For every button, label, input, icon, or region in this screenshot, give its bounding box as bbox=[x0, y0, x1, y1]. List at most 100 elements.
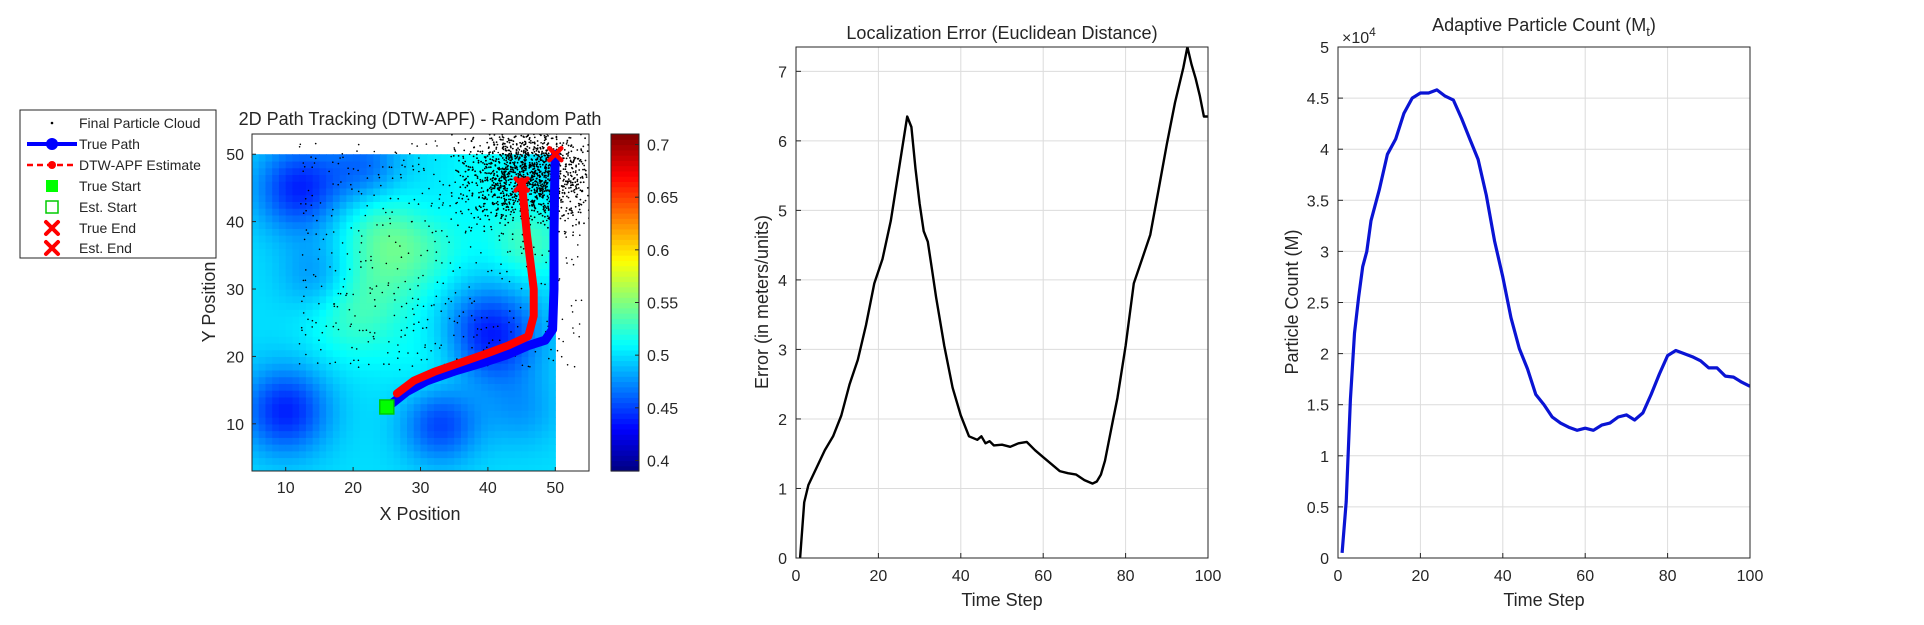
heatmap-cell bbox=[427, 322, 435, 331]
heatmap-cell bbox=[326, 369, 334, 378]
heatmap-cell bbox=[454, 289, 462, 297]
particle-point bbox=[573, 156, 575, 159]
particle-point bbox=[521, 170, 523, 173]
heatmap-cell bbox=[312, 349, 320, 358]
particle-point bbox=[497, 184, 499, 187]
heatmap-cell bbox=[420, 349, 428, 358]
heatmap-cell bbox=[312, 369, 320, 378]
colorbar-step bbox=[611, 234, 639, 240]
particle-point bbox=[470, 140, 473, 142]
heatmap-cell bbox=[487, 383, 496, 391]
heatmap-cell bbox=[514, 363, 523, 371]
heatmap-cell bbox=[393, 322, 401, 331]
particle-point bbox=[508, 152, 511, 155]
heatmap-cell bbox=[326, 181, 334, 189]
heatmap-cell bbox=[433, 181, 442, 189]
heatmap-cell bbox=[278, 464, 287, 471]
heatmap-cell bbox=[433, 403, 442, 411]
particle-point bbox=[302, 162, 305, 164]
particle-point bbox=[484, 177, 487, 179]
heatmap-cell bbox=[474, 282, 482, 290]
heatmap-cell bbox=[299, 315, 307, 324]
heatmap-cell bbox=[514, 417, 523, 425]
heatmap-cell bbox=[535, 214, 543, 223]
heatmap-cell bbox=[326, 322, 334, 331]
plot3-y-label: Particle Count (M) bbox=[1282, 229, 1302, 374]
particle-point bbox=[514, 155, 516, 158]
heatmap-cell bbox=[278, 248, 287, 256]
particle-point bbox=[533, 184, 536, 187]
particle-point bbox=[490, 188, 493, 191]
heatmap-cell bbox=[353, 228, 361, 236]
heatmap-cell bbox=[359, 369, 368, 378]
colorbar-step bbox=[611, 281, 639, 288]
heatmap-cell bbox=[420, 403, 428, 411]
particle-point bbox=[332, 183, 334, 185]
heatmap-cell bbox=[440, 450, 449, 459]
heatmap-cell bbox=[447, 396, 455, 405]
heatmap-cell bbox=[292, 181, 300, 189]
heatmap-cell bbox=[440, 262, 449, 270]
heatmap-cell bbox=[447, 403, 455, 411]
particle-point bbox=[456, 201, 459, 204]
particle-point bbox=[545, 138, 547, 141]
heatmap-cell bbox=[258, 221, 267, 229]
colorbar-step bbox=[611, 165, 639, 172]
heatmap-cell bbox=[420, 356, 428, 364]
particle-point bbox=[548, 250, 550, 252]
particle-point bbox=[519, 141, 521, 144]
particle-point bbox=[578, 221, 580, 224]
heatmap-cell bbox=[508, 282, 516, 290]
heatmap-cell bbox=[252, 430, 260, 438]
heatmap-cell bbox=[278, 309, 287, 317]
particle-point bbox=[310, 204, 313, 206]
heatmap-cell bbox=[353, 262, 361, 270]
particle-point bbox=[595, 182, 597, 184]
heatmap-cell bbox=[427, 315, 435, 324]
heatmap-cell bbox=[474, 464, 482, 471]
heatmap-cell bbox=[380, 356, 388, 364]
heatmap-cell bbox=[467, 208, 476, 216]
particle-point bbox=[599, 161, 601, 163]
heatmap-cell bbox=[541, 444, 550, 452]
particle-point bbox=[477, 159, 480, 162]
particle-point bbox=[497, 158, 500, 161]
heatmap-cell bbox=[380, 275, 388, 283]
particle-point bbox=[301, 254, 304, 256]
particle-point bbox=[507, 195, 510, 197]
heatmap-cell bbox=[400, 356, 408, 364]
heatmap-cell bbox=[481, 444, 489, 452]
heatmap-cell bbox=[400, 369, 408, 378]
particle-point bbox=[357, 230, 360, 232]
heatmap-cell bbox=[380, 295, 388, 304]
heatmap-cell bbox=[326, 383, 334, 391]
heatmap-cell bbox=[373, 309, 381, 317]
heatmap-cell bbox=[521, 410, 529, 418]
particle-point bbox=[461, 212, 463, 215]
heatmap-cell bbox=[258, 262, 267, 270]
particle-point bbox=[506, 203, 508, 206]
heatmap-cell bbox=[400, 262, 408, 270]
heatmap-cell bbox=[373, 437, 381, 445]
heatmap-cell bbox=[312, 315, 320, 324]
heatmap-cell bbox=[346, 187, 354, 196]
particle-point bbox=[478, 196, 480, 199]
colorbar-step bbox=[611, 155, 639, 161]
heatmap-cell bbox=[326, 268, 334, 277]
heatmap-cell bbox=[359, 167, 368, 176]
heatmap-cell bbox=[487, 268, 496, 277]
heatmap-cell bbox=[299, 268, 307, 277]
x-tick-label: 20 bbox=[1412, 568, 1430, 585]
heatmap-cell bbox=[292, 275, 300, 283]
particle-point bbox=[479, 170, 482, 173]
heatmap-cell bbox=[467, 154, 476, 162]
particle-point bbox=[571, 224, 574, 227]
heatmap-cell bbox=[373, 262, 381, 270]
heatmap-cell bbox=[346, 444, 354, 452]
heatmap-cell bbox=[514, 248, 523, 256]
heatmap-cell bbox=[373, 255, 381, 263]
particle-point bbox=[408, 202, 410, 205]
particle-point bbox=[485, 163, 488, 166]
heatmap-cell bbox=[407, 302, 415, 310]
heatmap-cell bbox=[319, 457, 327, 465]
